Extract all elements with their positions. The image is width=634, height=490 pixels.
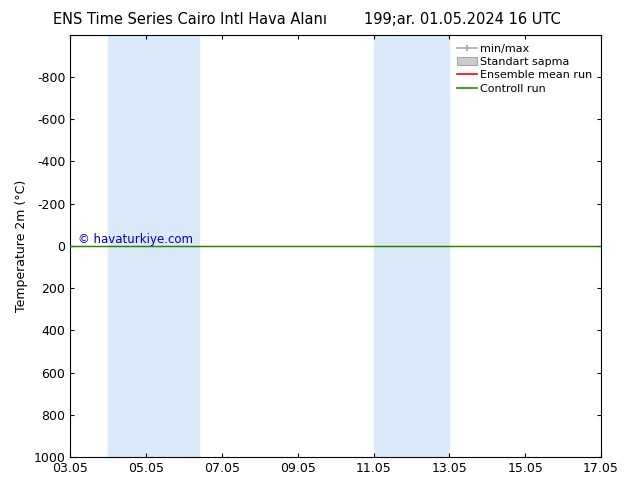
Legend: min/max, Standart sapma, Ensemble mean run, Controll run: min/max, Standart sapma, Ensemble mean r… [453,40,595,98]
Text: © havaturkiye.com: © havaturkiye.com [78,233,193,246]
Text: ENS Time Series Cairo Intl Hava Alanı: ENS Time Series Cairo Intl Hava Alanı [53,12,327,27]
Text: 199;ar. 01.05.2024 16 UTC: 199;ar. 01.05.2024 16 UTC [365,12,561,27]
Bar [108,35,199,457]
Bar [373,35,450,457]
Y-axis label: Temperature 2m (°C): Temperature 2m (°C) [15,180,28,312]
